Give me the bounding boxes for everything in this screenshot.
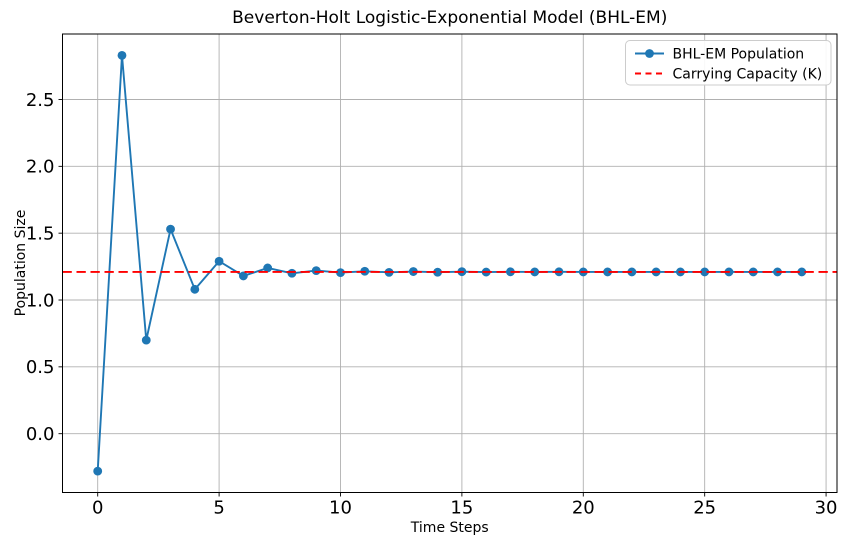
y-tick-label: 0.5: [26, 357, 55, 378]
y-tick-label: 1.0: [26, 290, 55, 311]
data-point-marker: [214, 256, 224, 266]
data-point-marker: [433, 267, 443, 277]
legend-box: [625, 40, 832, 86]
chart-title: Beverton-Holt Logistic-Exponential Model…: [232, 8, 667, 28]
data-point-marker: [141, 335, 151, 345]
x-tick-label: 15: [450, 497, 473, 518]
data-point-marker: [627, 267, 637, 277]
legend: BHL-EM Population Carrying Capacity (K): [625, 40, 832, 86]
x-tick-label: 10: [329, 497, 352, 518]
data-point-marker: [190, 284, 200, 294]
y-tick-label: 1.5: [26, 223, 55, 244]
y-tick-label: 0.0: [26, 424, 55, 445]
data-point-marker: [311, 266, 321, 276]
x-axis-label: Time Steps: [410, 520, 489, 536]
data-point-marker: [336, 268, 345, 278]
data-point-marker: [287, 268, 297, 278]
data-point-marker: [700, 267, 710, 277]
legend-entry-population: BHL-EM Population: [635, 46, 804, 62]
x-tick-label: 25: [693, 497, 716, 518]
x-tick-label: 20: [572, 497, 595, 518]
y-tick-label: 2.5: [26, 90, 55, 111]
data-point-marker: [166, 224, 175, 234]
legend-population-marker-icon: [645, 49, 654, 58]
x-tick-label: 30: [815, 497, 838, 518]
y-axis-label: Population Size: [13, 210, 29, 317]
legend-population-label: BHL-EM Population: [673, 46, 805, 62]
data-point-marker: [530, 267, 540, 277]
x-tick-label: 0: [92, 497, 103, 518]
data-point-marker: [93, 466, 103, 476]
legend-carrying-capacity-label: Carrying Capacity (K): [673, 66, 823, 82]
legend-entry-carrying-capacity: Carrying Capacity (K): [635, 66, 822, 82]
data-point-marker: [263, 263, 273, 273]
data-point-marker: [603, 267, 612, 277]
plot-frame: [62, 33, 838, 493]
y-tick-label: 2.0: [26, 157, 55, 178]
data-point-marker: [238, 271, 248, 281]
data-point-marker: [797, 267, 807, 277]
data-point-marker: [506, 267, 515, 277]
x-tick-label: 5: [213, 497, 224, 518]
tick-layer: 0 5 10 15 20 25 30 0.0 0.5 1.0 1.5 2.0 2.5: [26, 90, 838, 518]
data-point-marker: [117, 50, 127, 60]
